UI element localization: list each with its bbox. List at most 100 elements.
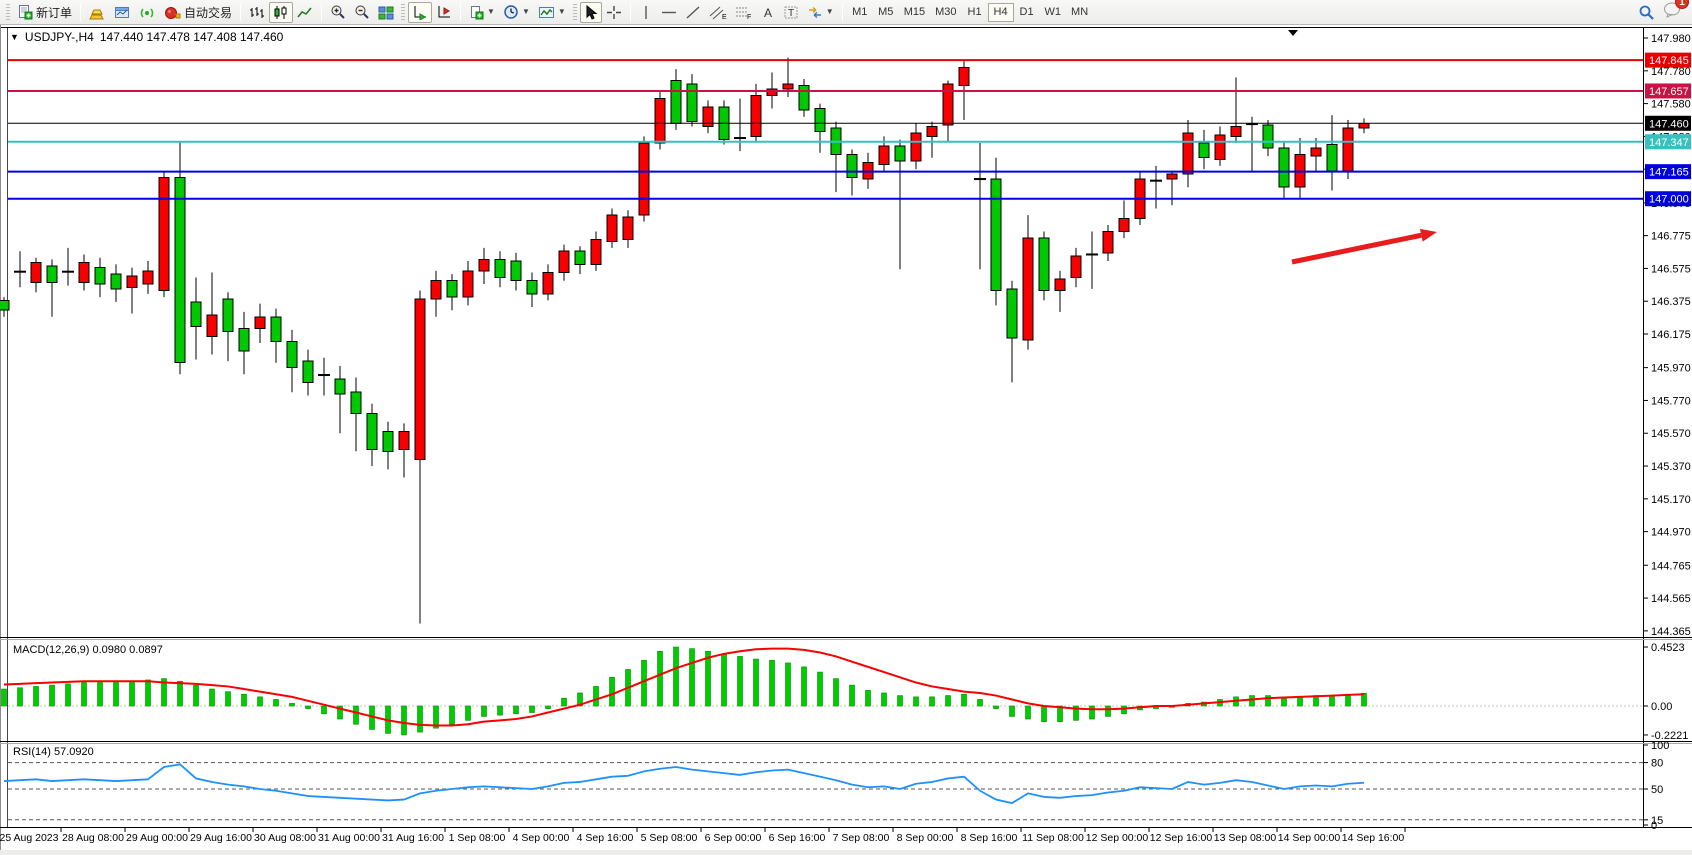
trendline-button[interactable] [681, 2, 705, 23]
macd-bar [593, 686, 599, 707]
candle [126, 267, 138, 314]
price-level-box [1645, 115, 1691, 131]
trendline-icon [686, 5, 700, 19]
zoom-in-button[interactable] [326, 2, 350, 23]
chevron-down-icon: ▼ [557, 7, 566, 16]
macd-bar [65, 683, 71, 707]
chart-symbol-period: USDJPY-,H4 [24, 30, 94, 44]
macd-bar [321, 705, 327, 715]
zoom-out-button[interactable] [350, 2, 374, 23]
timeframe-m15[interactable]: M15 [903, 6, 926, 18]
candle [446, 274, 458, 311]
macd-bar [241, 693, 247, 707]
macd-bar [113, 680, 119, 707]
candle [1278, 141, 1290, 199]
chart-canvas[interactable]: 147.980147.780147.580147.380147.180146.9… [0, 25, 1692, 855]
crosshair-button[interactable] [602, 2, 626, 23]
toolbar-grip[interactable] [6, 4, 10, 20]
zoom-in-icon [331, 5, 345, 19]
market-watch-button[interactable] [110, 2, 135, 23]
price-level-box [1645, 83, 1691, 99]
templates-button[interactable]: ▼ [534, 2, 570, 23]
time-axis[interactable]: 25 Aug 2023 28 Aug 08:00 29 Aug 00:00 29 Au… [0, 828, 1406, 844]
macd-bar [193, 684, 199, 707]
macd-bar [273, 699, 279, 707]
macd-bar [1089, 705, 1095, 720]
chat-button[interactable]: 1 [1663, 0, 1689, 23]
vertical-line-button[interactable] [635, 2, 657, 23]
svg-text:F: F [747, 14, 751, 20]
candle [574, 246, 586, 275]
tile-windows-icon [378, 6, 394, 19]
candle [718, 100, 730, 145]
timeframe-w1[interactable]: W1 [1044, 6, 1062, 18]
chart-menu-triangle-icon[interactable] [1288, 30, 1298, 36]
candle [254, 303, 266, 344]
price-tick-label: 147.980 [1651, 33, 1691, 45]
text-label-button[interactable]: T [779, 2, 803, 23]
macd-bar [497, 705, 503, 716]
candle [1230, 77, 1242, 143]
text-label-icon: T [784, 6, 798, 19]
horizontal-line-button[interactable] [657, 2, 681, 23]
auto-trading-button[interactable]: 自动交易 [160, 2, 236, 23]
tile-windows-button[interactable] [374, 2, 398, 23]
macd-bar [161, 678, 167, 707]
trend-arrow[interactable] [1291, 228, 1437, 265]
macd-bar [481, 705, 487, 717]
macd-bar [753, 658, 759, 707]
candle [1214, 126, 1226, 166]
candle [990, 157, 1002, 306]
macd-bar [1121, 705, 1127, 715]
candlestick-chart-button[interactable] [269, 1, 294, 23]
candle [1118, 200, 1130, 239]
toolbar-grip[interactable] [572, 4, 577, 20]
text-button[interactable]: A [757, 2, 779, 23]
gold-icon [89, 9, 104, 19]
timeframe-m30[interactable]: M30 [935, 6, 957, 18]
timeframe-m5[interactable]: M5 [878, 6, 894, 18]
indicators-button[interactable]: ▼ [465, 2, 499, 23]
equidistant-channel-icon: E [709, 6, 727, 20]
arrows-button[interactable]: ▼ [803, 2, 838, 23]
timeframe-m1[interactable]: M1 [852, 6, 868, 18]
candle [1246, 116, 1258, 173]
chart-quotes: 147.440 147.478 147.408 147.460 [99, 30, 284, 44]
candle [526, 272, 538, 307]
clock-icon [504, 5, 518, 19]
macd-bar [81, 682, 87, 707]
timeframe-h1[interactable]: H1 [967, 6, 982, 18]
gold-button[interactable] [85, 2, 110, 23]
bar-chart-button[interactable] [245, 2, 269, 23]
time-tick-label: 29 Aug 00:00 [126, 832, 188, 844]
auto-scroll-button[interactable] [408, 1, 433, 23]
collapse-triangle-icon[interactable]: ▼ [10, 32, 19, 42]
macd-bar [1025, 705, 1031, 720]
candle [1342, 120, 1354, 180]
timeframe-h4[interactable]: H4 [987, 2, 1014, 22]
price-tick-label: 145.370 [1651, 461, 1691, 473]
periods-button[interactable]: ▼ [499, 2, 534, 23]
equidistant-channel-button[interactable]: E [705, 2, 731, 23]
macd-bar [705, 650, 711, 707]
macd-bar [1361, 692, 1367, 707]
chart-shift-button[interactable] [432, 2, 456, 23]
macd-indicator-label: MACD(12,26,9) 0.0980 0.0897 [13, 644, 163, 656]
timeframe-mn[interactable]: MN [1071, 6, 1089, 18]
macd-bar [881, 692, 887, 707]
signals-button[interactable] [135, 2, 160, 23]
line-chart-button[interactable] [293, 2, 317, 23]
timeframe-d1[interactable]: D1 [1019, 6, 1034, 18]
macd-bar [305, 705, 311, 709]
new-order-button[interactable]: 新订单 [13, 2, 76, 23]
time-tick-label: 29 Aug 16:00 [190, 832, 252, 844]
toolbar-grip[interactable] [401, 4, 406, 20]
cursor-button[interactable] [579, 1, 602, 23]
search-icon[interactable] [1638, 4, 1655, 21]
macd-panel: 0.4523 0.00 -0.2221 [1, 642, 1688, 742]
notification-badge: 1 [1675, 0, 1689, 9]
candle [0, 297, 10, 317]
fibonacci-button[interactable]: F [731, 2, 757, 23]
timeframe-group: M1 M5 M15 M30 H1 H4 D1 W1 MN [847, 2, 1093, 22]
candle [190, 277, 202, 360]
